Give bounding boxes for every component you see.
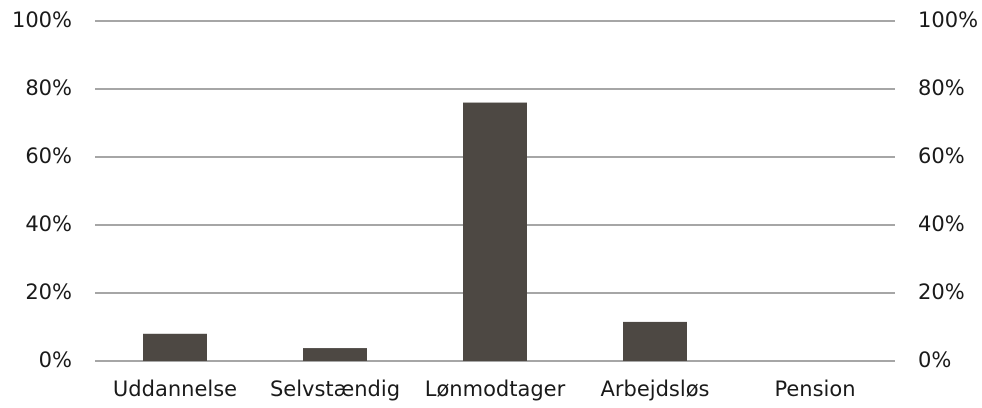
x-tick-label: Pension — [774, 377, 855, 401]
x-tick-label: Selvstændig — [270, 377, 400, 401]
y2-tick-label: 100% — [918, 8, 978, 32]
bar — [463, 102, 527, 361]
y-tick-label: 80% — [25, 76, 72, 100]
y2-tick-label: 60% — [918, 144, 965, 168]
y2-tick-label: 20% — [918, 280, 965, 304]
y2-tick-label: 0% — [918, 348, 951, 372]
y2-tick-label: 80% — [918, 76, 965, 100]
bar — [623, 321, 687, 361]
y-tick-label: 100% — [12, 8, 72, 32]
x-tick-label: Uddannelse — [113, 377, 237, 401]
x-tick-label: Lønmodtager — [425, 377, 566, 401]
y-tick-label: 60% — [25, 144, 72, 168]
bar — [303, 348, 367, 361]
y-tick-label: 20% — [25, 280, 72, 304]
y-tick-label: 0% — [39, 348, 72, 372]
x-tick-label: Arbejdsløs — [601, 377, 710, 401]
y-tick-label: 40% — [25, 212, 72, 236]
y2-tick-label: 40% — [918, 212, 965, 236]
bar — [143, 333, 207, 361]
